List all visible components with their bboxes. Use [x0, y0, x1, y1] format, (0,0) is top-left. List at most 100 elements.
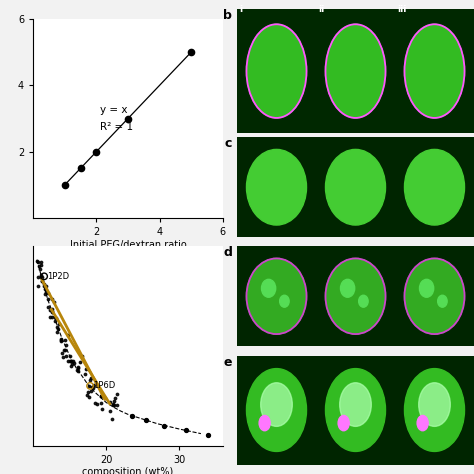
- Point: [97, 399, 104, 407]
- Point: [46, 313, 54, 321]
- Point: [91, 399, 99, 407]
- Bar: [316, 9, 395, 133]
- Circle shape: [438, 295, 447, 307]
- Point: [43, 288, 50, 295]
- Bar: [395, 246, 474, 346]
- Point: [98, 405, 106, 412]
- Point: [85, 389, 92, 396]
- Point: [55, 326, 62, 333]
- Point: [113, 401, 120, 409]
- Bar: [237, 356, 316, 465]
- Point: [97, 392, 105, 400]
- Circle shape: [261, 383, 292, 427]
- Circle shape: [404, 24, 465, 118]
- Point: [68, 357, 75, 365]
- Point: [36, 265, 44, 273]
- Circle shape: [417, 415, 428, 431]
- Point: [58, 336, 65, 344]
- Circle shape: [326, 258, 385, 334]
- Bar: [395, 9, 474, 133]
- Bar: [237, 246, 316, 346]
- Point: [128, 412, 136, 419]
- Point: [64, 357, 72, 365]
- Point: [76, 358, 83, 365]
- Point: [74, 363, 82, 371]
- Point: [51, 318, 59, 325]
- Point: [55, 320, 63, 328]
- Point: [40, 283, 48, 290]
- X-axis label: composition (wt%): composition (wt%): [82, 467, 173, 474]
- Point: [106, 407, 114, 414]
- Point: [90, 381, 98, 388]
- Point: [37, 271, 45, 278]
- Circle shape: [280, 295, 289, 307]
- Point: [81, 371, 89, 378]
- Text: 1P6D: 1P6D: [93, 382, 115, 390]
- Text: d: d: [223, 246, 232, 259]
- Circle shape: [246, 24, 307, 118]
- Point: [42, 283, 50, 290]
- Point: [74, 367, 82, 375]
- Point: [106, 399, 113, 406]
- Point: [60, 346, 67, 354]
- Bar: [316, 246, 395, 346]
- Text: y = x: y = x: [100, 105, 127, 115]
- Point: [57, 336, 65, 343]
- Point: [37, 258, 45, 265]
- Point: [86, 376, 93, 384]
- Point: [62, 341, 70, 349]
- Circle shape: [246, 258, 307, 334]
- Text: i: i: [239, 5, 243, 14]
- Point: [61, 346, 68, 354]
- Point: [101, 394, 109, 401]
- Circle shape: [340, 279, 355, 297]
- Point: [48, 308, 56, 316]
- Point: [67, 362, 74, 370]
- Text: iii: iii: [397, 5, 407, 14]
- Point: [70, 359, 77, 366]
- Point: [109, 401, 117, 409]
- Bar: [237, 137, 316, 237]
- Circle shape: [338, 415, 349, 431]
- Point: [38, 277, 46, 285]
- Circle shape: [340, 383, 371, 427]
- Point: [182, 427, 190, 434]
- Circle shape: [404, 149, 465, 225]
- Point: [34, 258, 42, 266]
- Circle shape: [326, 24, 385, 118]
- Point: [64, 331, 72, 338]
- Point: [38, 278, 46, 285]
- Point: [83, 391, 91, 399]
- Point: [36, 262, 43, 269]
- Point: [35, 282, 42, 290]
- Point: [37, 273, 45, 281]
- Point: [45, 303, 52, 311]
- Point: [52, 314, 59, 322]
- Point: [41, 291, 48, 298]
- Text: b: b: [223, 9, 232, 22]
- Circle shape: [419, 383, 450, 427]
- Point: [69, 357, 76, 365]
- Text: ii: ii: [319, 5, 325, 14]
- Point: [161, 422, 168, 429]
- Point: [38, 273, 46, 281]
- Point: [40, 281, 48, 288]
- Point: [35, 273, 42, 281]
- Point: [37, 261, 45, 269]
- Bar: [395, 356, 474, 465]
- Point: [49, 313, 56, 320]
- Point: [34, 257, 41, 264]
- X-axis label: Initial PEG/dextran ratio: Initial PEG/dextran ratio: [70, 240, 186, 250]
- Point: [88, 383, 95, 391]
- Circle shape: [326, 149, 385, 225]
- Point: [61, 337, 69, 344]
- Point: [110, 397, 118, 405]
- Point: [82, 365, 90, 373]
- Circle shape: [259, 415, 270, 431]
- Point: [97, 392, 105, 400]
- Point: [48, 295, 56, 303]
- Text: c: c: [225, 137, 232, 150]
- Circle shape: [359, 295, 368, 307]
- Text: e: e: [224, 356, 232, 368]
- Circle shape: [262, 279, 276, 297]
